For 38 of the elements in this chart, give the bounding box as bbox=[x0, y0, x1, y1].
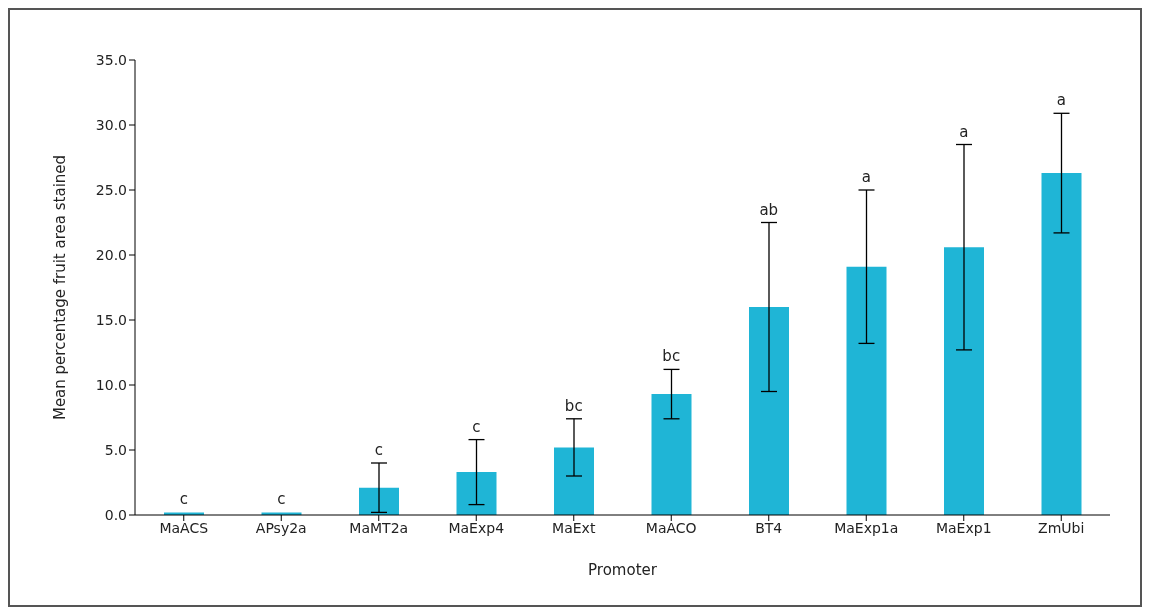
bar bbox=[359, 487, 399, 515]
annotation: c bbox=[374, 441, 383, 459]
x-tick-label: MaACS bbox=[159, 519, 209, 536]
y-tick-label: 35.0 bbox=[95, 51, 127, 68]
x-tick-label: MaMT2a bbox=[349, 519, 409, 536]
x-tick-label: MaACO bbox=[645, 519, 697, 536]
x-tick-label: MaExp1 bbox=[935, 519, 992, 536]
annotation: bc bbox=[662, 347, 681, 366]
annotation: a bbox=[861, 168, 871, 186]
y-tick-label: 10.0 bbox=[95, 376, 127, 393]
y-tick-label: 25.0 bbox=[95, 181, 127, 198]
y-tick-label: 0.0 bbox=[104, 506, 127, 523]
x-tick-label: MaExt bbox=[552, 519, 596, 536]
bar bbox=[944, 247, 984, 515]
bar bbox=[846, 266, 887, 515]
y-tick-label: 30.0 bbox=[95, 116, 127, 133]
x-tick-label: APsy2a bbox=[255, 519, 307, 536]
annotation: c bbox=[277, 490, 286, 509]
annotation: c bbox=[179, 490, 188, 509]
y-tick-label: 15.0 bbox=[95, 311, 127, 328]
x-tick-label: MaExp1a bbox=[834, 519, 899, 536]
bar bbox=[1041, 173, 1082, 515]
annotation: a bbox=[959, 122, 969, 141]
annotation: bc bbox=[564, 396, 583, 415]
annotation: c bbox=[472, 417, 481, 436]
bar bbox=[749, 307, 789, 515]
x-tick-label: MaExp4 bbox=[448, 519, 505, 536]
x-axis-title: Promoter bbox=[588, 561, 658, 579]
annotation: a bbox=[1056, 91, 1066, 110]
y-tick-label: 20.0 bbox=[95, 246, 127, 263]
bar bbox=[554, 447, 594, 515]
y-tick-label: 5.0 bbox=[104, 441, 127, 458]
x-tick-label: ZmUbi bbox=[1038, 519, 1085, 536]
annotation: ab bbox=[759, 200, 779, 219]
x-tick-label: BT4 bbox=[755, 519, 783, 536]
bar bbox=[456, 472, 497, 515]
y-axis-title: Mean percentage fruit area stained bbox=[51, 154, 70, 421]
bar bbox=[651, 394, 692, 515]
